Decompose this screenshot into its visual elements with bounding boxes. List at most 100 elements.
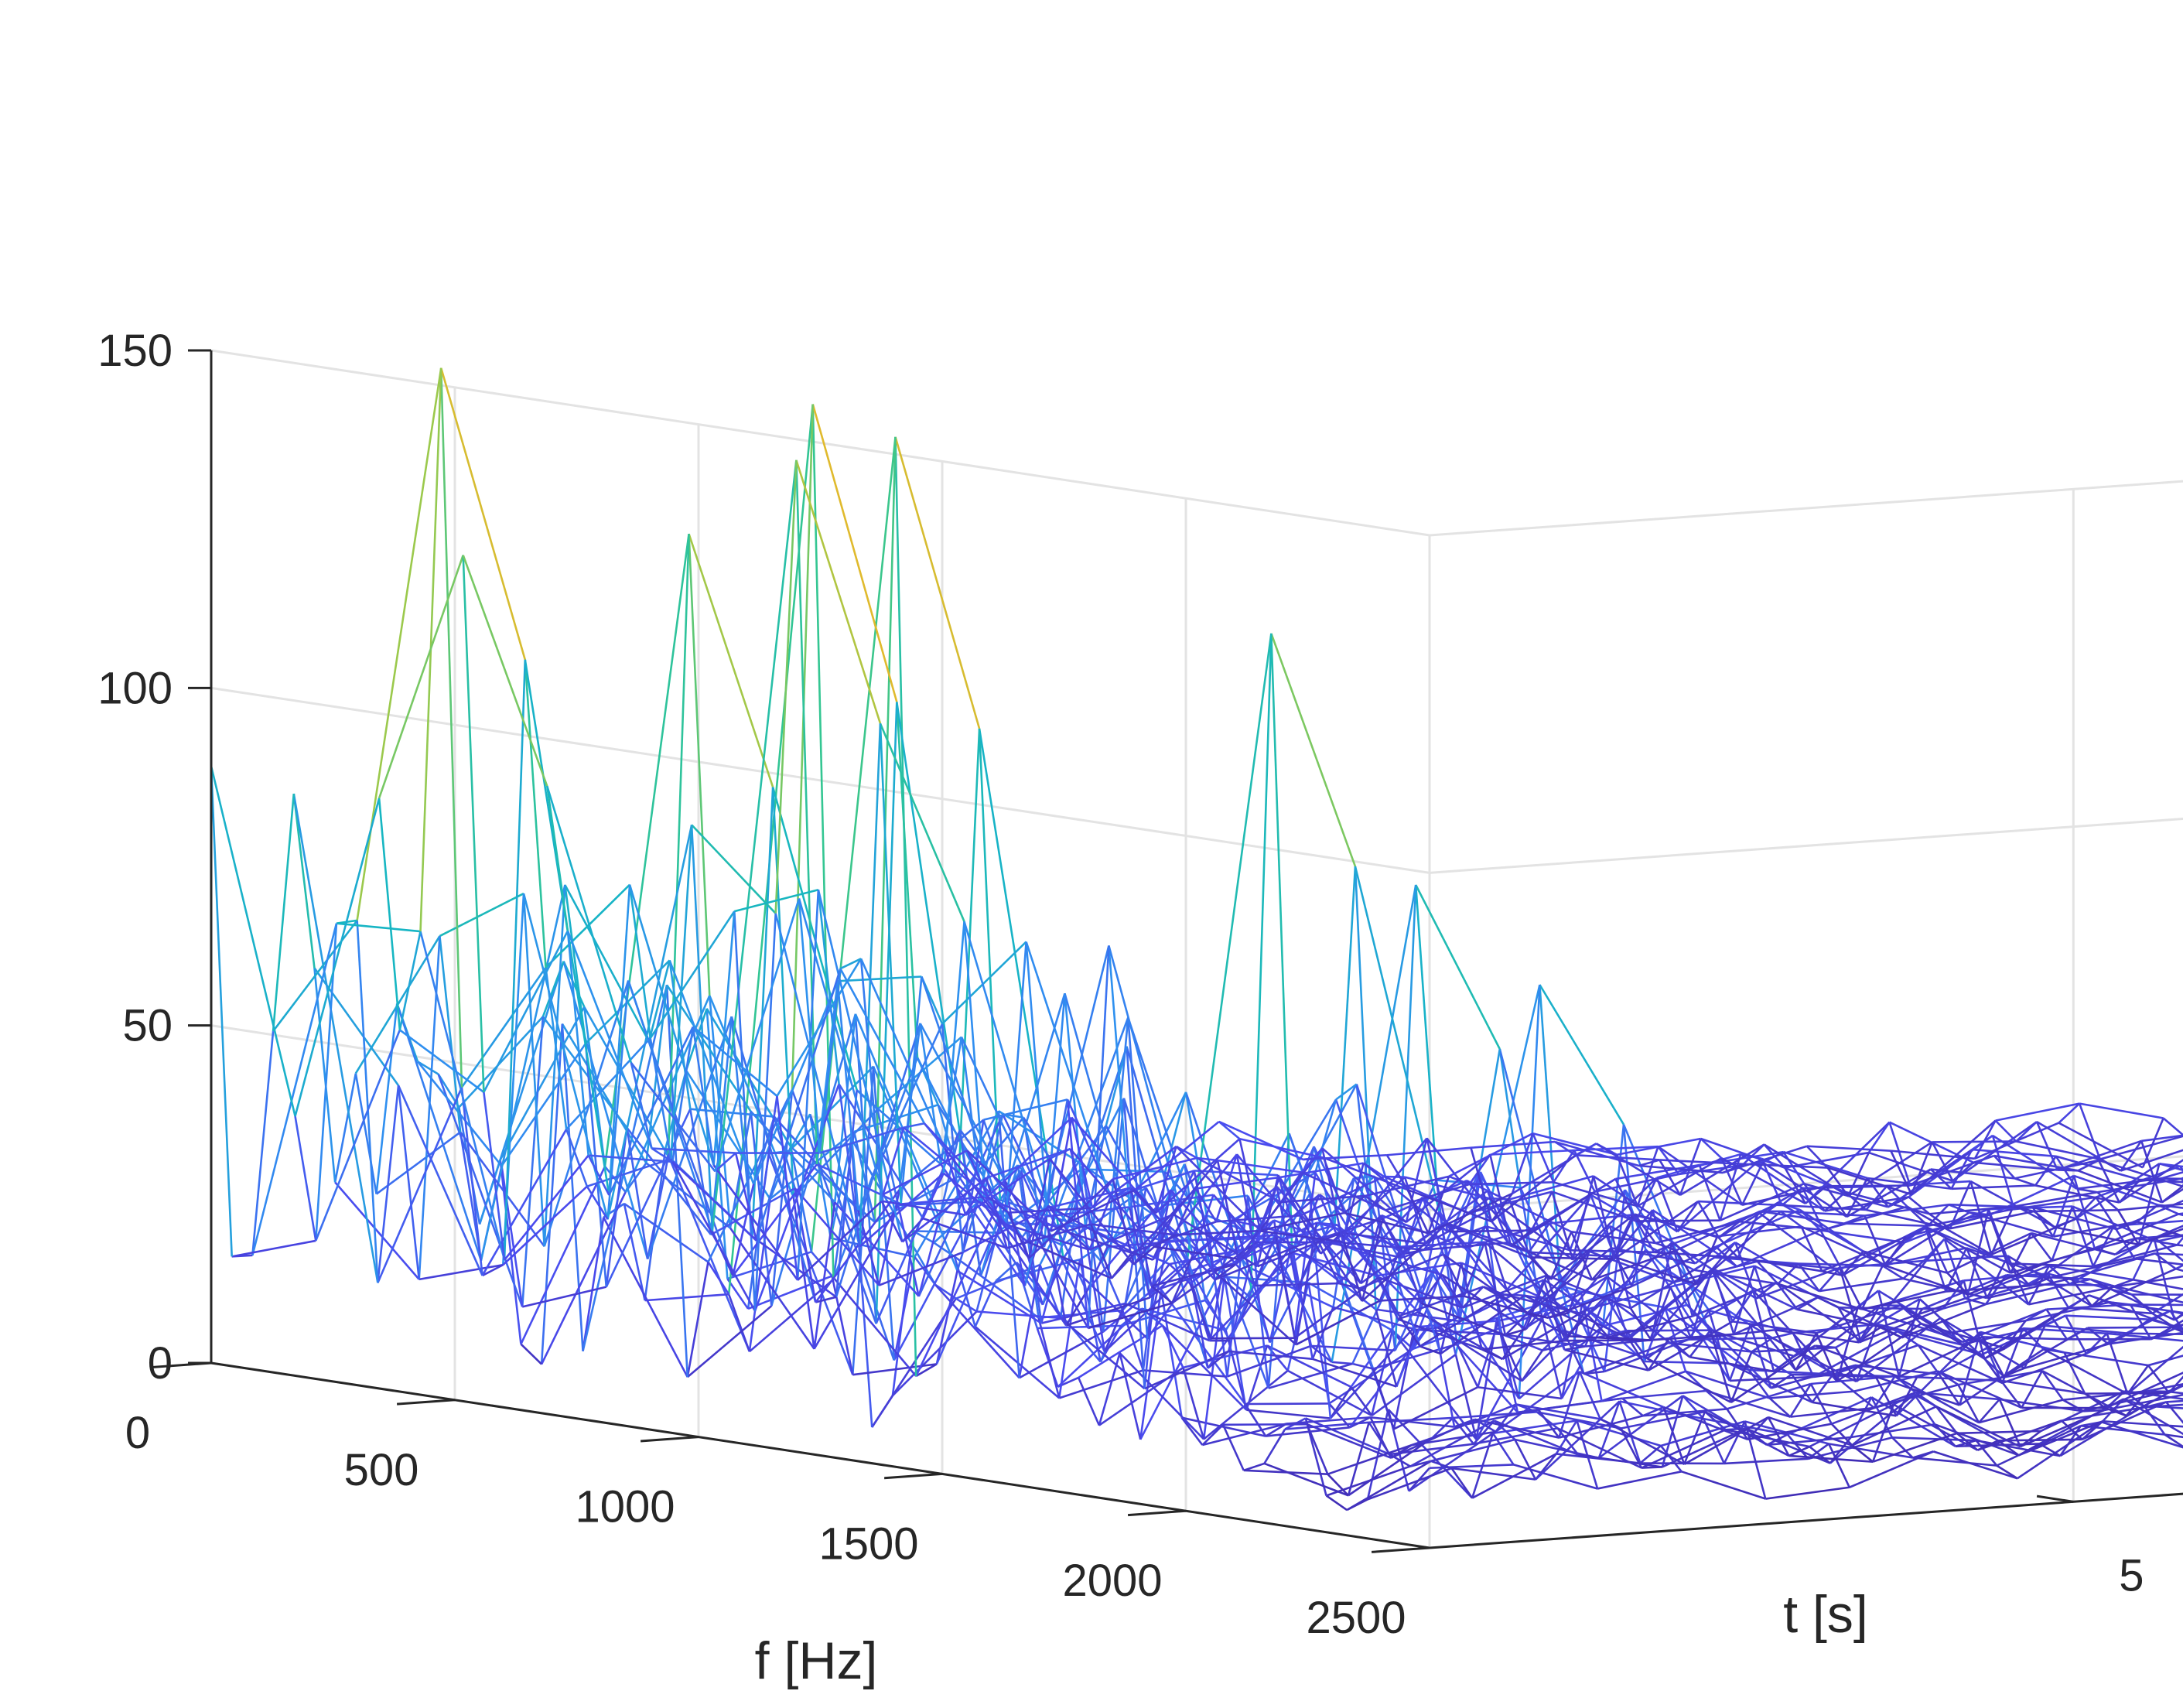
mesh-line <box>1398 1315 1421 1348</box>
mesh-line <box>1527 1312 1549 1319</box>
mesh-line <box>881 1200 966 1216</box>
mesh-line <box>2154 1252 2177 1270</box>
mesh-line <box>1902 1259 1925 1279</box>
mesh-line <box>1161 1324 1184 1368</box>
mesh-line <box>854 1013 877 1324</box>
mesh-line <box>504 1154 589 1261</box>
mesh-line <box>520 1343 543 1365</box>
mesh-line <box>1708 1309 1794 1334</box>
mesh-line <box>1180 1416 1204 1446</box>
x-tick-label: 2500 <box>1306 1593 1406 1643</box>
mesh-line <box>798 898 821 1153</box>
mesh-line <box>1347 1422 1370 1496</box>
mesh-line <box>1501 1329 1525 1360</box>
mesh-line <box>2089 1278 2175 1321</box>
y-tick-label: 5 <box>2119 1550 2144 1600</box>
mesh-line <box>1930 1168 1952 1190</box>
mesh-line <box>1132 1221 1217 1254</box>
mesh-line <box>1696 1201 1720 1238</box>
mesh-line <box>1724 1457 1809 1465</box>
mesh-line <box>2096 1191 2119 1211</box>
mesh-line <box>1853 1390 1875 1409</box>
mesh-line <box>1530 1190 1553 1231</box>
mesh-line <box>1312 1358 1397 1388</box>
mesh-line <box>1060 1317 1146 1390</box>
mesh-line <box>1615 1154 1639 1207</box>
mesh-line <box>1638 1159 1660 1167</box>
mesh-line <box>251 923 338 1256</box>
mesh-line <box>794 1187 817 1303</box>
mesh-line <box>1587 1242 1673 1317</box>
mesh-line <box>1667 1341 1752 1353</box>
mesh-line <box>1997 1440 2020 1457</box>
mesh-line <box>1733 1296 1819 1336</box>
mesh-line <box>1802 1187 1825 1231</box>
mesh-line <box>1567 1209 1654 1314</box>
mesh-line <box>333 1073 357 1183</box>
mesh-line <box>2149 1310 2171 1320</box>
mesh-line <box>1796 1308 1882 1328</box>
mesh-line <box>1495 1403 1518 1433</box>
mesh-line <box>1598 1395 1684 1459</box>
mesh-line <box>1860 1326 1882 1341</box>
mesh-line <box>2054 1218 2076 1228</box>
mesh-line <box>1513 1464 1598 1490</box>
mesh-line <box>892 1310 978 1397</box>
mesh-line <box>688 533 774 787</box>
mesh-line <box>649 1037 672 1160</box>
mesh-line <box>294 1115 317 1242</box>
mesh-line <box>2079 1102 2164 1119</box>
mesh-line <box>1019 1331 1104 1379</box>
mesh-line <box>1888 1122 1911 1187</box>
mesh-line <box>1440 1274 1464 1309</box>
mesh-line <box>1657 1146 1743 1206</box>
mesh-line <box>2161 1187 2183 1204</box>
mesh-line <box>1277 1174 1300 1246</box>
mesh-line <box>1412 1318 1435 1350</box>
mesh-line <box>561 1023 647 1164</box>
mesh-line <box>1729 1375 1814 1382</box>
mesh-line <box>1760 1210 1844 1225</box>
mesh-line <box>1916 1370 1939 1378</box>
mesh-line <box>1478 1048 1501 1172</box>
mesh-line <box>1214 1153 1238 1222</box>
mesh-line <box>2064 1351 2149 1367</box>
mesh-line <box>986 1147 1071 1180</box>
mesh-line <box>2013 1205 2034 1213</box>
mesh-line <box>1949 1210 2034 1230</box>
mesh-line <box>1806 1145 1891 1152</box>
x-tick <box>1127 1509 1187 1517</box>
mesh-line <box>893 1201 979 1361</box>
mesh-line <box>1800 1226 1823 1272</box>
mesh-line <box>1207 1350 1230 1369</box>
mesh-line <box>1349 1416 1372 1429</box>
mesh-line <box>1407 1188 1492 1223</box>
mesh-line <box>2098 1159 2183 1187</box>
mesh-line <box>705 1008 729 1279</box>
mesh-line <box>1743 1163 1828 1169</box>
mesh-line <box>1279 1171 1303 1203</box>
mesh-line <box>1700 1138 1723 1160</box>
mesh-line <box>1637 1157 1723 1208</box>
mesh-line <box>1489 1154 1512 1247</box>
mesh-line <box>1481 1348 1503 1361</box>
mesh-line <box>1782 1151 1806 1184</box>
mesh-line <box>1143 1369 1228 1378</box>
mesh-line <box>1621 1397 1644 1417</box>
mesh-line <box>1587 1314 1610 1338</box>
mesh-line <box>2127 1345 2183 1395</box>
mesh-line <box>1216 1160 1239 1259</box>
mesh-line <box>377 1085 400 1283</box>
mesh-line <box>897 1204 921 1297</box>
mesh-line <box>995 1261 1017 1282</box>
mesh-line <box>2101 1421 2183 1449</box>
mesh-line <box>1043 1016 1129 1248</box>
mesh-line <box>483 930 569 1093</box>
mesh-line <box>1644 1360 1729 1365</box>
mesh-line <box>1608 1315 1693 1338</box>
mesh-line <box>1935 1406 1958 1434</box>
mesh-line <box>1358 1253 1444 1290</box>
mesh-line <box>1334 1098 1421 1347</box>
mesh-line <box>1181 1416 1266 1437</box>
mesh-line <box>1600 1418 1685 1465</box>
